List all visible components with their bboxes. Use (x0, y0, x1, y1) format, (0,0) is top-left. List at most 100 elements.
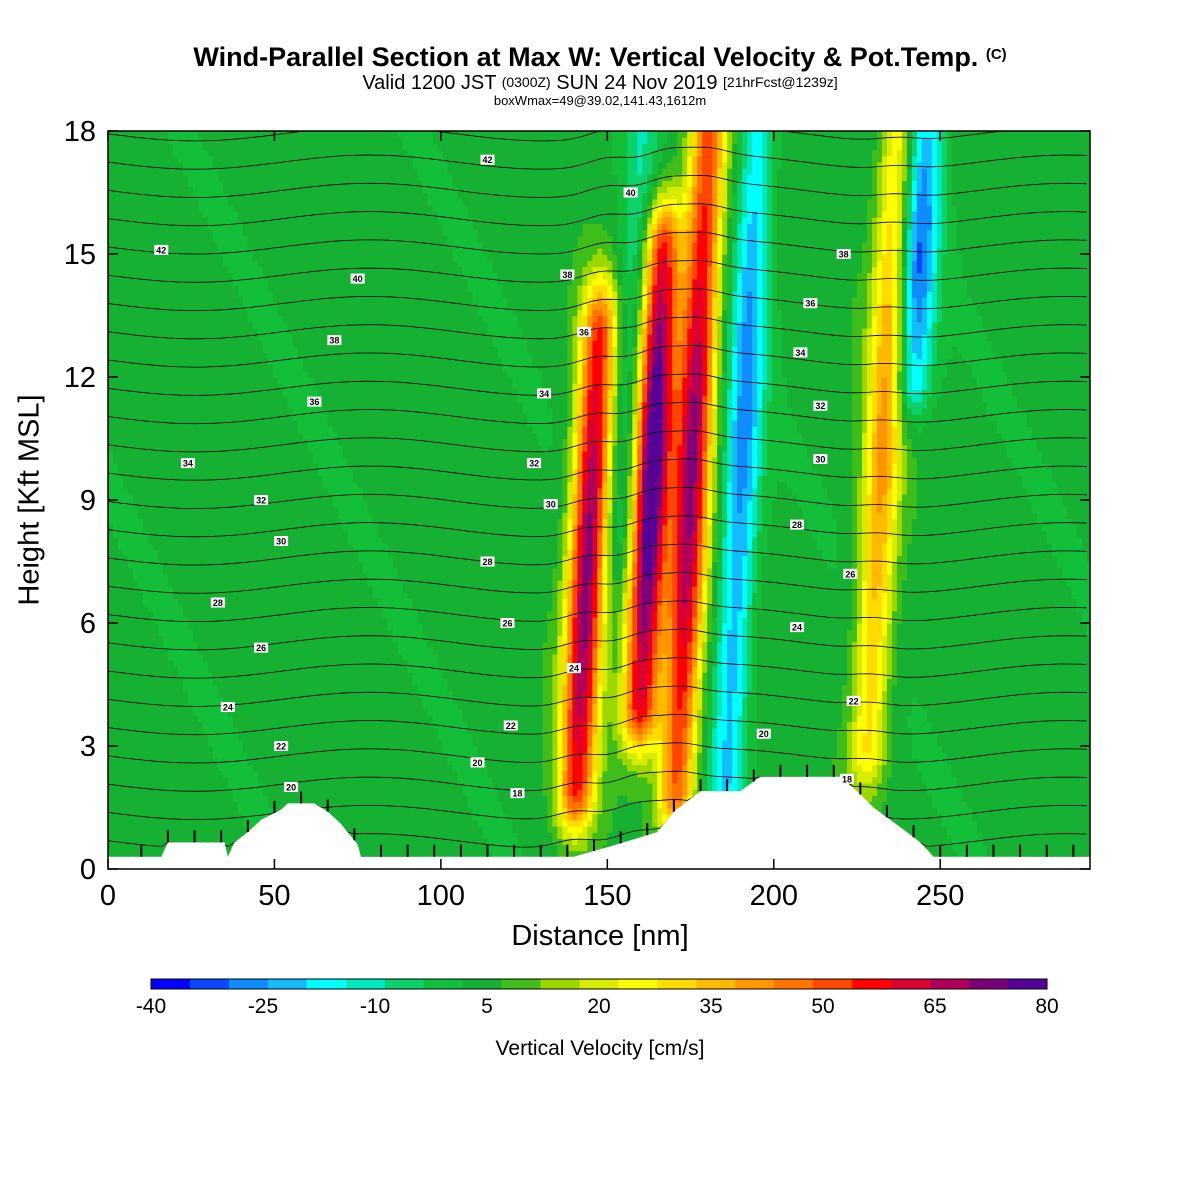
velocity-cell (148, 808, 154, 815)
velocity-cell (118, 131, 124, 138)
velocity-cell (133, 635, 139, 642)
velocity-cell (148, 211, 154, 218)
velocity-cell (168, 303, 174, 310)
velocity-cell (158, 186, 164, 193)
velocity-cell (153, 346, 159, 353)
velocity-cell (108, 475, 114, 482)
velocity-cell (153, 143, 159, 150)
velocity-cell (148, 623, 154, 630)
velocity-cell (148, 432, 154, 439)
velocity-cell (168, 648, 174, 655)
velocity-cell (158, 691, 164, 698)
velocity-cell (118, 149, 124, 156)
velocity-cell (168, 617, 174, 624)
velocity-cell (168, 703, 174, 710)
velocity-cell (143, 605, 149, 612)
velocity-cell (123, 365, 129, 372)
velocity-cell (138, 463, 144, 470)
velocity-cell (133, 771, 139, 778)
velocity-cell (133, 402, 139, 409)
velocity-cell (123, 734, 129, 741)
velocity-cell (118, 377, 124, 384)
velocity-cell (118, 242, 124, 249)
velocity-cell (138, 395, 144, 402)
velocity-cell (133, 186, 139, 193)
velocity-cell (128, 746, 134, 753)
velocity-cell (173, 654, 179, 661)
velocity-cell (128, 592, 134, 599)
velocity-cell (118, 592, 124, 599)
velocity-cell (143, 309, 149, 316)
velocity-cell (108, 851, 114, 858)
velocity-cell (148, 580, 154, 587)
velocity-cell (128, 795, 134, 802)
velocity-cell (143, 795, 149, 802)
velocity-cell (153, 297, 159, 304)
velocity-cell (148, 789, 154, 796)
velocity-cell (168, 322, 174, 329)
velocity-cell (163, 543, 169, 550)
velocity-cell (113, 500, 119, 507)
velocity-cell (153, 592, 159, 599)
velocity-cell (153, 605, 159, 612)
velocity-cell (138, 475, 144, 482)
velocity-cell (168, 352, 174, 359)
velocity-cell (143, 451, 149, 458)
velocity-cell (158, 777, 164, 784)
velocity-cell (173, 666, 179, 673)
velocity-cell (113, 149, 119, 156)
velocity-cell (113, 309, 119, 316)
velocity-cell (138, 580, 144, 587)
velocity-cell (173, 586, 179, 593)
velocity-cell (118, 801, 124, 808)
velocity-cell (148, 463, 154, 470)
velocity-cell (113, 580, 119, 587)
velocity-cell (153, 205, 159, 212)
velocity-cell (163, 623, 169, 630)
velocity-cell (128, 371, 134, 378)
velocity-cell (163, 771, 169, 778)
velocity-cell (148, 137, 154, 144)
velocity-cell (148, 149, 154, 156)
velocity-cell (138, 316, 144, 323)
velocity-cell (123, 254, 129, 261)
velocity-cell (138, 764, 144, 771)
velocity-cell (133, 623, 139, 630)
velocity-cell (158, 432, 164, 439)
velocity-cell (148, 359, 154, 366)
velocity-cell (148, 771, 154, 778)
velocity-cell (108, 211, 114, 218)
velocity-cell (138, 537, 144, 544)
velocity-cell (148, 266, 154, 273)
velocity-cell (138, 586, 144, 593)
velocity-cell (163, 205, 169, 212)
velocity-cell (138, 746, 144, 753)
velocity-cell (123, 162, 129, 169)
velocity-cell (158, 814, 164, 821)
velocity-cell (133, 500, 139, 507)
velocity-cell (118, 205, 124, 212)
velocity-cell (163, 272, 169, 279)
velocity-cell (153, 174, 159, 181)
velocity-cell (173, 525, 179, 532)
velocity-cell (108, 641, 114, 648)
velocity-cell (168, 469, 174, 476)
velocity-cell (168, 525, 174, 532)
velocity-cell (108, 395, 114, 402)
velocity-cell (108, 568, 114, 575)
velocity-cell (133, 740, 139, 747)
velocity-cell (168, 260, 174, 267)
velocity-cell (148, 291, 154, 298)
velocity-cell (143, 211, 149, 218)
velocity-cell (163, 611, 169, 618)
velocity-cell (163, 217, 169, 224)
velocity-cell (173, 660, 179, 667)
velocity-cell (113, 592, 119, 599)
velocity-cell (113, 844, 119, 851)
velocity-cell (138, 297, 144, 304)
velocity-cell (158, 352, 164, 359)
velocity-cell (158, 137, 164, 144)
velocity-cell (168, 174, 174, 181)
velocity-cell (138, 174, 144, 181)
velocity-cell (153, 685, 159, 692)
